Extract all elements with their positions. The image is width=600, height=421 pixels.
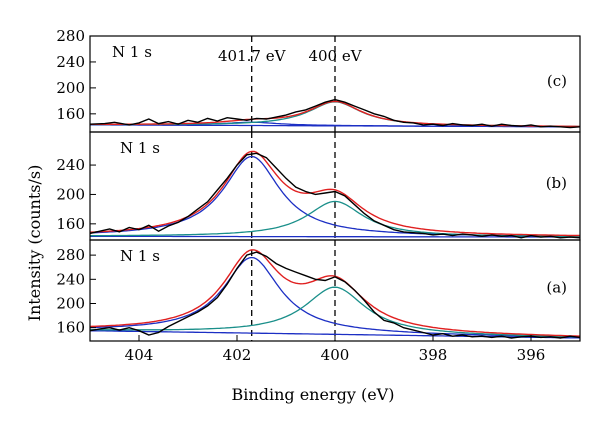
panel-plot-area-a bbox=[90, 240, 580, 341]
y-tick-label-a-200: 200 bbox=[56, 295, 85, 313]
y-tick-label-b-200: 200 bbox=[56, 185, 85, 203]
y-tick-label-a-160: 160 bbox=[56, 319, 85, 337]
measured-data-c bbox=[90, 98, 580, 129]
background-line-b bbox=[90, 235, 580, 238]
y-tick-label-c-200: 200 bbox=[56, 79, 85, 97]
y-tick-label-b-240: 240 bbox=[56, 156, 85, 174]
panel-label-a: (a) bbox=[546, 279, 567, 297]
x-tick-label-400: 400 bbox=[321, 346, 350, 364]
y-axis-title: Intensity (counts/s) bbox=[25, 165, 44, 322]
envelope-curve-b bbox=[90, 150, 580, 237]
panel-element-label-b: N 1 s bbox=[120, 139, 160, 157]
x-tick-label-402: 402 bbox=[223, 346, 252, 364]
y-tick-label-c-280: 280 bbox=[56, 27, 85, 45]
y-tick-label-a-240: 240 bbox=[56, 270, 85, 288]
y-tick-label-c-240: 240 bbox=[56, 53, 85, 71]
panel-element-label-a: N 1 s bbox=[120, 247, 160, 265]
x-tick-label-398: 398 bbox=[419, 346, 448, 364]
panel-element-label-c: N 1 s bbox=[112, 43, 152, 61]
x-axis-title: Binding energy (eV) bbox=[232, 385, 395, 404]
panel-label-c: (c) bbox=[547, 72, 567, 90]
panel-plot-area-b bbox=[90, 132, 580, 240]
reference-label-0: 401.7 eV bbox=[218, 47, 287, 65]
x-tick-label-396: 396 bbox=[517, 346, 546, 364]
x-tick-label-404: 404 bbox=[125, 346, 154, 364]
y-tick-label-c-160: 160 bbox=[56, 105, 85, 123]
y-tick-label-b-160: 160 bbox=[56, 215, 85, 233]
panel-plot-area-c bbox=[90, 36, 580, 132]
measured-data-a bbox=[90, 251, 580, 339]
panel-label-b: (b) bbox=[546, 174, 567, 192]
reference-label-1: 400 eV bbox=[308, 47, 362, 65]
measured-data-b bbox=[90, 152, 580, 239]
component-curve-a-400 bbox=[90, 286, 580, 338]
y-tick-label-a-280: 280 bbox=[56, 246, 85, 264]
component-curve-a-401.7 bbox=[90, 256, 580, 338]
